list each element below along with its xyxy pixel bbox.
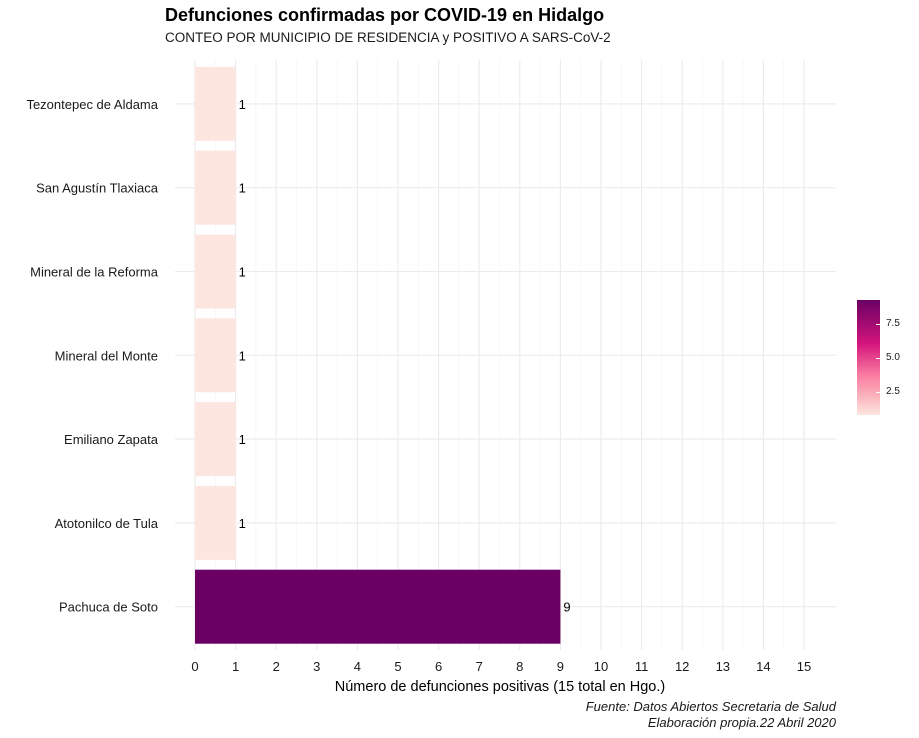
data-label-4: 1 [239, 348, 246, 363]
data-label-3: 1 [239, 265, 246, 280]
bar-7 [195, 569, 561, 644]
chart-subtitle: CONTEO POR MUNICIPIO DE RESIDENCIA y POS… [165, 30, 611, 45]
legend-tick-2-5: 2.5 [886, 386, 900, 397]
data-label-7: 9 [563, 600, 570, 615]
category-label-3: Mineral de la Reforma [30, 265, 159, 280]
caption-date: Elaboración propia.22 Abril 2020 [647, 715, 836, 730]
x-tick-label-6: 6 [435, 659, 442, 674]
chart-title: Defunciones confirmadas por COVID-19 en … [165, 5, 605, 25]
x-tick-label-4: 4 [354, 659, 361, 674]
legend-mark-7-5 [876, 324, 880, 325]
x-tick-label-2: 2 [273, 659, 280, 674]
x-tick-label-10: 10 [594, 659, 608, 674]
color-legend-bar [857, 300, 880, 415]
x-tick-label-11: 11 [635, 659, 649, 674]
category-label-2: San Agustín Tlaxiaca [36, 181, 159, 196]
x-tick-label-15: 15 [797, 659, 811, 674]
caption-source: Fuente: Datos Abiertos Secretaria de Sal… [585, 699, 836, 714]
category-label-5: Emiliano Zapata [64, 432, 159, 447]
legend-tick-7-5: 7.5 [886, 318, 900, 329]
bar-3 [195, 234, 236, 309]
x-tick-label-12: 12 [675, 659, 689, 674]
x-tick-label-7: 7 [476, 659, 483, 674]
x-tick-label-1: 1 [232, 659, 239, 674]
x-tick-label-13: 13 [716, 659, 730, 674]
data-label-5: 1 [239, 432, 246, 447]
legend-mark-2-5 [876, 392, 880, 393]
x-tick-label-9: 9 [557, 659, 564, 674]
bar-1 [195, 66, 236, 141]
legend-mark-5-0 [876, 358, 880, 359]
category-label-6: Atotonilco de Tula [55, 516, 159, 531]
bar-5 [195, 402, 236, 477]
legend-tick-5-0: 5.0 [886, 352, 900, 363]
x-tick-label-5: 5 [394, 659, 401, 674]
data-label-1: 1 [239, 97, 246, 112]
data-label-2: 1 [239, 181, 246, 196]
category-label-1: Tezontepec de Aldama [26, 97, 158, 112]
category-label-7: Pachuca de Soto [59, 600, 158, 615]
x-axis-label: Número de defunciones positivas (15 tota… [335, 679, 665, 695]
data-label-6: 1 [239, 516, 246, 531]
x-tick-label-3: 3 [313, 659, 320, 674]
x-tick-label-14: 14 [756, 659, 770, 674]
x-tick-label-0: 0 [191, 659, 198, 674]
x-tick-label-8: 8 [516, 659, 523, 674]
bar-2 [195, 150, 236, 225]
category-label-4: Mineral del Monte [55, 348, 158, 363]
bar-6 [195, 485, 236, 560]
bar-4 [195, 318, 236, 393]
